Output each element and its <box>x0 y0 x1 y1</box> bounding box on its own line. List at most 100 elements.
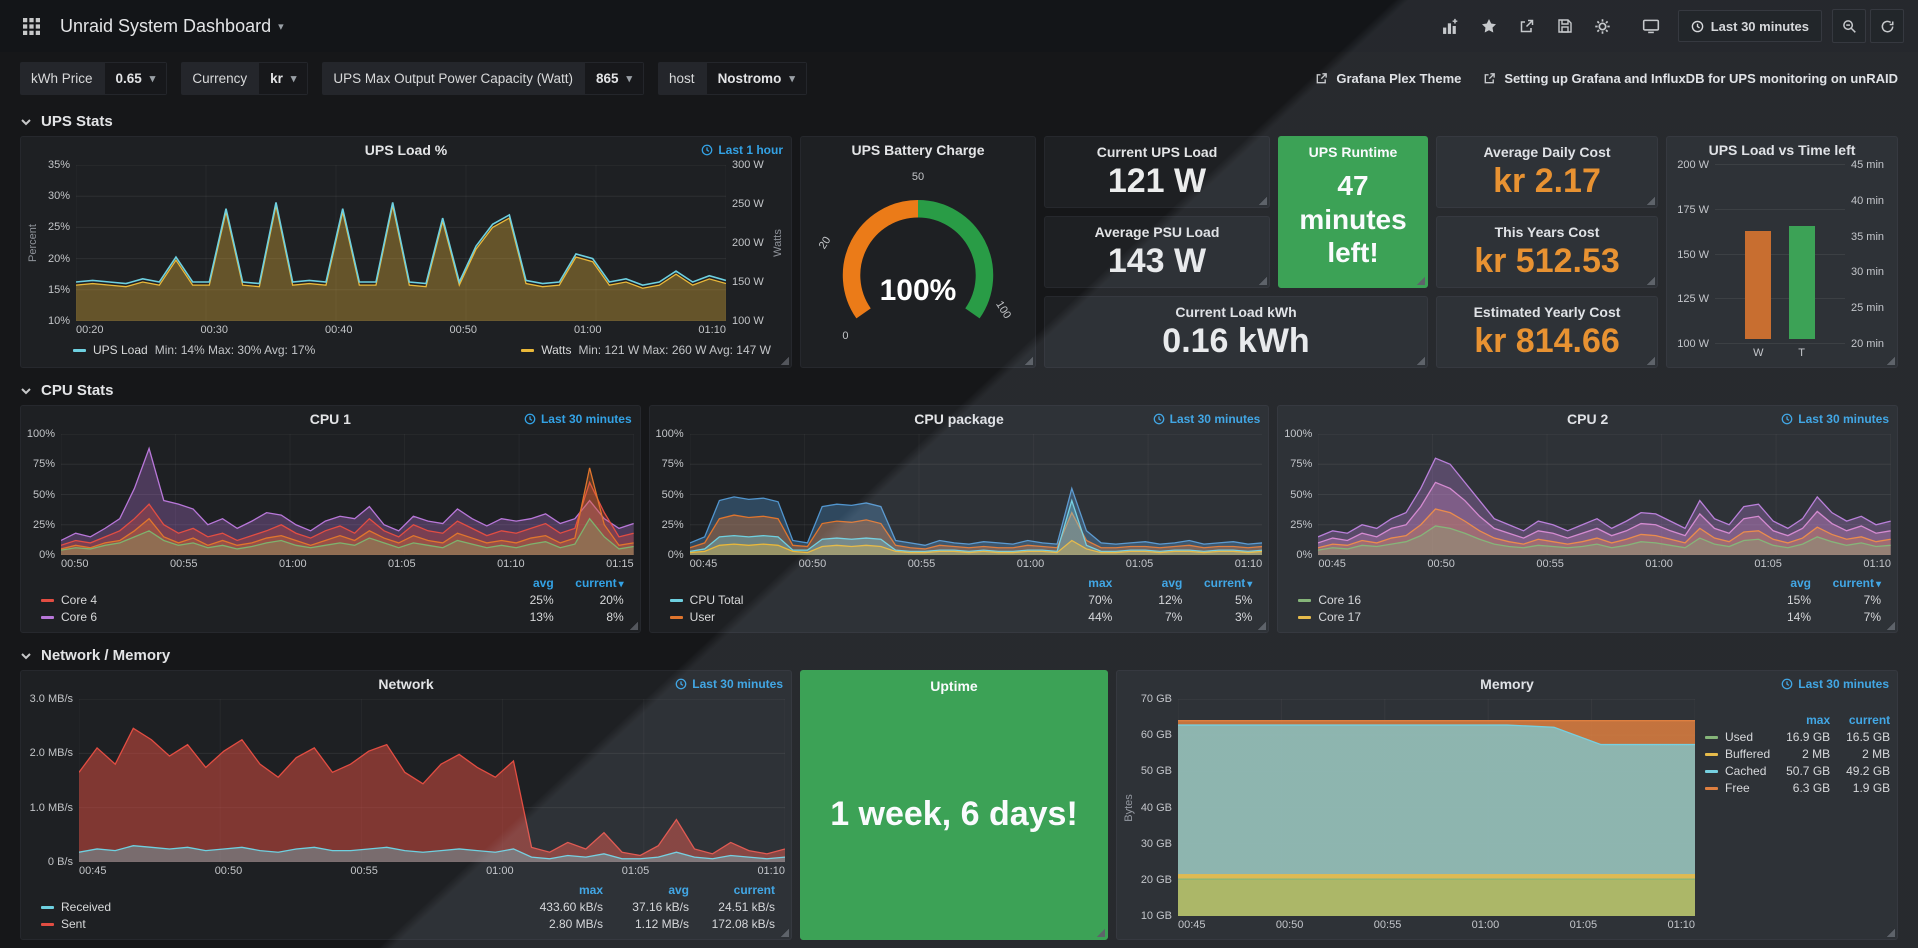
panel-resize-handle[interactable] <box>1646 356 1655 365</box>
legend-series-toggle[interactable]: Received <box>41 900 517 914</box>
legend-series-toggle[interactable]: Cached <box>1705 764 1770 778</box>
panel-title[interactable]: Average PSU Load <box>1094 224 1220 240</box>
panel-title[interactable]: Estimated Yearly Cost <box>1473 304 1621 320</box>
time-range-picker[interactable]: Last 30 minutes <box>1677 10 1822 42</box>
legend-value: 70% <box>1088 593 1113 607</box>
panel-resize-handle[interactable] <box>1024 356 1033 365</box>
panel-resize-handle[interactable] <box>1646 276 1655 285</box>
panel-resize-handle[interactable] <box>1416 276 1425 285</box>
cpu1-chart[interactable]: 0% 25% 50% 75% 100% 00:50 00:55 01:00 01:05 01:10… <box>21 428 640 632</box>
settings-gear-icon[interactable] <box>1586 9 1620 43</box>
panel-resize-handle[interactable] <box>780 928 789 937</box>
legend-sort-header[interactable]: avg <box>1161 576 1183 590</box>
legend-sort-header[interactable]: max <box>1088 576 1113 590</box>
section-ups-stats[interactable]: UPS Stats <box>0 105 1918 136</box>
legend-sort-header[interactable]: current ▾ <box>575 576 624 590</box>
time-range-badge[interactable]: Last 30 minutes <box>1781 412 1889 426</box>
variable-value-dropdown[interactable]: 0.65 ▾ <box>103 62 168 95</box>
panel-title[interactable]: Memory <box>1480 676 1534 692</box>
legend-sort-header[interactable]: current <box>733 883 775 897</box>
panel-title[interactable]: Average Daily Cost <box>1483 144 1611 160</box>
panel-resize-handle[interactable] <box>1416 356 1425 365</box>
legend-series-toggle[interactable]: Core 17 <box>1298 610 1741 624</box>
panel-title[interactable]: UPS Runtime <box>1308 144 1398 160</box>
panel-resize-handle[interactable] <box>1646 196 1655 205</box>
panel-resize-handle[interactable] <box>1258 196 1267 205</box>
legend-series-toggle[interactable]: Used <box>1705 730 1770 744</box>
link-grafana-influxdb-guide[interactable]: Setting up Grafana and InfluxDB for UPS … <box>1483 71 1898 86</box>
save-icon[interactable] <box>1548 9 1582 43</box>
panel-resize-handle[interactable] <box>780 356 789 365</box>
panel-resize-handle[interactable] <box>1257 621 1267 630</box>
time-range-badge[interactable]: Last 1 hour <box>701 143 783 157</box>
variable-value-dropdown[interactable]: 865 ▾ <box>583 62 645 95</box>
y-axis-tick: 75% <box>32 458 55 471</box>
legend-series-toggle[interactable]: Core 16 <box>1298 593 1741 607</box>
zoom-out-icon[interactable] <box>1832 9 1866 43</box>
legend-value: 433.60 kB/s <box>539 900 603 914</box>
dashboards-grid-icon[interactable] <box>14 9 48 43</box>
add-panel-icon[interactable] <box>1434 9 1468 43</box>
x-axis-tick: 01:00 <box>1016 558 1045 570</box>
share-icon[interactable] <box>1510 9 1544 43</box>
legend-sort-header[interactable]: max <box>1806 713 1831 727</box>
panel-resize-handle[interactable] <box>1886 621 1895 630</box>
legend-sort-header[interactable]: avg <box>1790 576 1811 590</box>
legend-sort-header[interactable]: current ▾ <box>1203 576 1253 590</box>
legend-sort-header[interactable]: avg <box>532 576 554 590</box>
section-network-memory[interactable]: Network / Memory <box>0 639 1918 670</box>
panel-resize-handle[interactable] <box>1886 928 1895 937</box>
legend-series-toggle[interactable]: Sent <box>41 917 517 931</box>
star-icon[interactable] <box>1472 9 1506 43</box>
panel-title[interactable]: CPU package <box>914 411 1004 427</box>
panel-title[interactable]: Current UPS Load <box>1096 144 1218 160</box>
variable-value-dropdown[interactable]: kr ▾ <box>258 62 309 95</box>
panel-title[interactable]: UPS Load vs Time left <box>1708 142 1856 158</box>
panel-resize-handle[interactable] <box>1096 928 1105 937</box>
panel-title[interactable]: This Years Cost <box>1494 224 1600 240</box>
panel-title[interactable]: Uptime <box>930 678 978 694</box>
variable-value-dropdown[interactable]: Nostromo ▾ <box>705 62 807 95</box>
legend-sort-header[interactable]: current <box>1848 713 1891 727</box>
legend-sort-header[interactable]: current ▾ <box>1832 576 1881 590</box>
panel-title[interactable]: CPU 2 <box>1567 411 1609 427</box>
legend-sort-header[interactable]: max <box>578 883 603 897</box>
legend-series-toggle[interactable]: UPS Load <box>93 343 148 357</box>
legend-series-toggle[interactable]: Core 6 <box>41 610 484 624</box>
panel-resize-handle[interactable] <box>1886 356 1895 365</box>
panel-resize-handle[interactable] <box>1258 276 1267 285</box>
legend-swatch <box>1705 752 1718 756</box>
legend-series-toggle[interactable]: CPU Total <box>669 593 1043 607</box>
legend-series-toggle[interactable]: Core 4 <box>41 593 484 607</box>
legend-series-toggle[interactable]: Free <box>1705 781 1770 795</box>
memory-chart[interactable]: Bytes 10 GB 20 GB 30 GB 40 GB 50 GB 60 GB 70 GB… <box>1117 693 1897 939</box>
panel-title[interactable]: Network <box>378 676 434 692</box>
panel-title[interactable]: Current Load kWh <box>1175 304 1297 320</box>
legend-sort-header[interactable]: avg <box>668 883 689 897</box>
time-range-badge[interactable]: Last 30 minutes <box>675 677 783 691</box>
refresh-icon[interactable] <box>1870 9 1904 43</box>
time-range-badge[interactable]: Last 30 minutes <box>1153 412 1260 426</box>
panel-title[interactable]: CPU 1 <box>309 411 351 427</box>
y-axis-tick: 0% <box>667 549 684 561</box>
legend-series-toggle[interactable]: User <box>669 610 1043 624</box>
chart-canvas <box>61 434 634 555</box>
cycle-view-monitor-icon[interactable] <box>1634 9 1668 43</box>
panel-title[interactable]: UPS Battery Charge <box>851 142 985 158</box>
section-cpu-stats[interactable]: CPU Stats <box>0 374 1918 405</box>
cpu2-chart[interactable]: 0% 25% 50% 75% 100% 00:45 00:50 00:55 01:00 01:05… <box>1278 428 1897 632</box>
dashboard-title-dropdown[interactable]: Unraid System Dashboard ▾ <box>60 16 284 37</box>
ups-load-vs-time-chart[interactable]: 100 W 125 W 150 W 175 W 200 W W T 20 min 25 min 3… <box>1667 159 1897 367</box>
time-range-badge[interactable]: Last 30 minutes <box>524 412 632 426</box>
legend-series-toggle[interactable]: Buffered <box>1705 747 1770 761</box>
y-axis-tick: 1.0 MB/s <box>29 801 73 814</box>
panel-resize-handle[interactable] <box>628 621 638 630</box>
chevron-down-icon <box>21 118 31 125</box>
link-grafana-plex-theme[interactable]: Grafana Plex Theme <box>1315 71 1461 86</box>
panel-title[interactable]: UPS Load % <box>364 142 448 158</box>
cpu-package-chart[interactable]: 0% 25% 50% 75% 100% 00:45 00:50 00:55 01:00 01:05… <box>650 428 1269 632</box>
time-range-badge[interactable]: Last 30 minutes <box>1781 677 1889 691</box>
legend-series-toggle[interactable]: Watts <box>541 343 572 357</box>
ups-load-chart[interactable]: Percent 10% 15% 20% 25% 30% 35% 00:20 00:30 00:40… <box>26 159 784 357</box>
network-chart[interactable]: 0 B/s 1.0 MB/s 2.0 MB/s 3.0 MB/s 00:45 00:50 0… <box>21 693 791 939</box>
